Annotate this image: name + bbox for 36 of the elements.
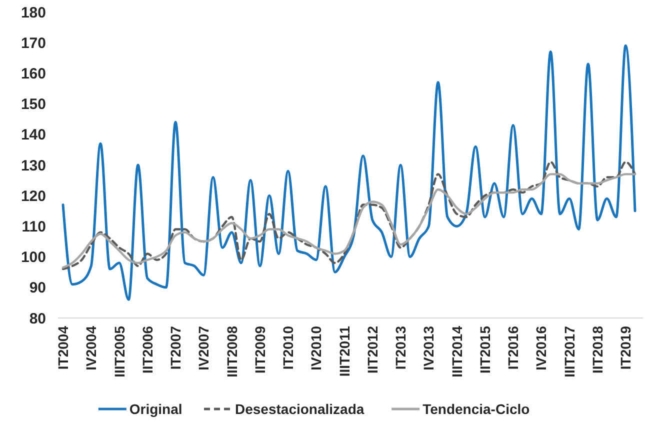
- y-tick-label: 90: [29, 280, 46, 297]
- legend-label: Desestacionalizada: [235, 400, 364, 417]
- y-tick-label: 80: [29, 310, 46, 328]
- x-tick-label: IIT2009: [252, 326, 268, 374]
- y-tick-label: 170: [20, 34, 46, 52]
- line-series: [62, 44, 636, 301]
- x-tick-label: IV2010: [308, 326, 324, 370]
- x-tick-label: IIT2006: [139, 326, 156, 374]
- x-tick-label: IT2016: [505, 326, 522, 370]
- x-tick-label: IT2019: [618, 326, 634, 370]
- x-tick-label: IT2004: [55, 326, 71, 370]
- x-tick-label: IIT2018: [589, 326, 606, 374]
- x-tick-label: IIT2012: [364, 326, 380, 374]
- x-tick-label: IT2010: [280, 326, 296, 370]
- x-tick-label: IV2013: [420, 326, 437, 370]
- x-tick-label: IT2007: [168, 326, 184, 370]
- y-tick-label: 150: [20, 96, 46, 114]
- x-tick-label: IIIT2011: [336, 326, 352, 377]
- y-tick-label: 100: [20, 249, 46, 266]
- x-tick-label: IV2016: [533, 326, 550, 370]
- x-tick-label: IIT2015: [476, 326, 493, 374]
- x-tick-label: IT2013: [392, 326, 409, 370]
- x-tick-label: IV2004: [83, 326, 100, 370]
- y-tick-label: 160: [20, 65, 46, 82]
- y-tick-label: 110: [22, 218, 46, 236]
- legend-label: Tendencia-Ciclo: [422, 400, 530, 417]
- y-tick-label: 180: [20, 4, 46, 22]
- x-tick-label: IIIT2005: [111, 326, 128, 378]
- y-tick-label: 120: [20, 188, 46, 205]
- x-tick-label: IIIT2014: [448, 326, 465, 378]
- x-tick-label: IV2007: [196, 326, 212, 370]
- x-tick-label: IIIT2008: [224, 326, 240, 378]
- y-tick-label: 130: [20, 157, 46, 174]
- x-tick-label: IIIT2017: [561, 326, 578, 378]
- legend-label: Original: [129, 400, 182, 417]
- y-tick-label: 140: [20, 126, 46, 144]
